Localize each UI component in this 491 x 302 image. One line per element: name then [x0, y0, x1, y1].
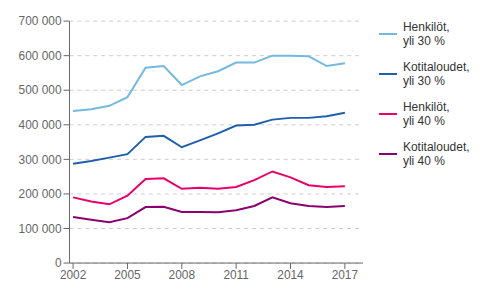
- svg-text:2017: 2017: [332, 268, 358, 282]
- svg-text:500 000: 500 000: [19, 83, 62, 97]
- svg-text:2005: 2005: [114, 268, 141, 282]
- svg-text:300 000: 300 000: [19, 153, 62, 167]
- html-text:Henkilöt, yli 30 %: Henkilöt, yli 30 %: [402, 20, 450, 48]
- html-text:Henkilöt, yli 40 %: Henkilöt, yli 40 %: [402, 100, 450, 128]
- svg-text:2008: 2008: [169, 268, 196, 282]
- svg-text:2002: 2002: [60, 268, 86, 282]
- svg-text:600 000: 600 000: [19, 49, 62, 63]
- svg-text:2011: 2011: [223, 268, 249, 282]
- svg-text:0: 0: [55, 256, 62, 270]
- html-text:Kotitaloudet, yli 30 %: Kotitaloudet, yli 30 %: [402, 60, 470, 88]
- svg-text:200 000: 200 000: [19, 187, 62, 201]
- svg-text:400 000: 400 000: [19, 118, 62, 132]
- svg-text:100 000: 100 000: [19, 222, 62, 236]
- svg-text:700 000: 700 000: [19, 14, 62, 28]
- svg-text:2014: 2014: [277, 268, 304, 282]
- html-text:Kotitaloudet, yli 40 %: Kotitaloudet, yli 40 %: [402, 140, 470, 168]
